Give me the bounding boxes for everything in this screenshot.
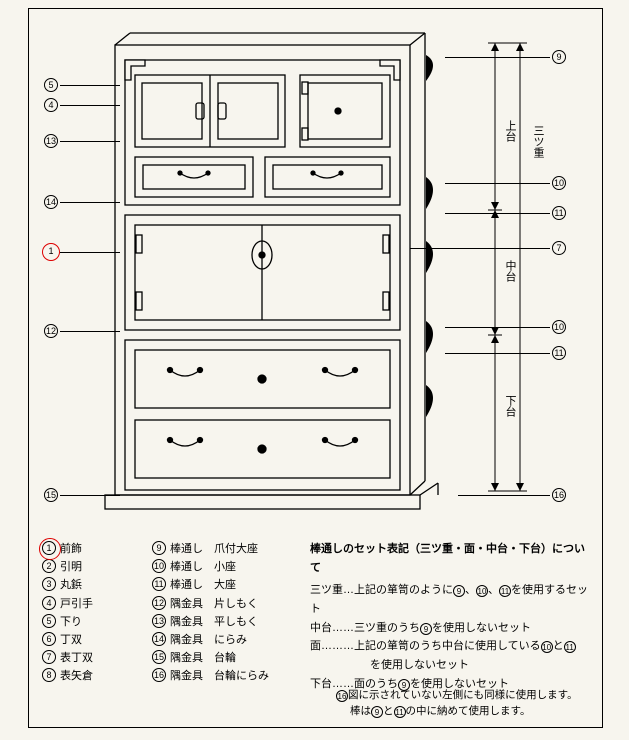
callout-number: 7	[552, 241, 566, 255]
legend-row: 1 前飾	[42, 540, 93, 558]
callout-number: 10	[552, 176, 566, 190]
legend-text: 丁双	[60, 634, 82, 646]
legend-row: 2 引明	[42, 558, 93, 576]
label-shimodai: 下台	[502, 395, 518, 417]
leader-line	[60, 85, 120, 86]
callout-number: 13	[44, 134, 58, 148]
leader-line	[445, 353, 550, 354]
dim-arrow	[491, 335, 499, 343]
legend-row: 15 隅金具 台輪	[152, 649, 269, 667]
legend-row: 3 丸鋲	[42, 576, 93, 594]
callout-number: 12	[44, 324, 58, 338]
callout-number: 16	[552, 488, 566, 502]
leader-line	[445, 327, 550, 328]
legend-text: 隅金具 にらみ	[170, 634, 247, 646]
legend-number: 1	[42, 541, 56, 555]
label-uwadai: 上台	[502, 120, 518, 142]
legend-row: 4 戸引手	[42, 595, 93, 613]
leader-line	[60, 331, 120, 332]
legend-number: 4	[42, 596, 56, 610]
legend-text: 棒通し 小座	[170, 561, 236, 573]
legend-row: 16 隅金具 台輪にらみ	[152, 667, 269, 685]
legend-row: 11 棒通し 大座	[152, 576, 269, 594]
dim-arrow	[491, 210, 499, 218]
legend-text: 引明	[60, 561, 82, 573]
callout-number: 1	[42, 243, 60, 261]
leader-line	[60, 105, 120, 106]
legend-text: 棒通し 大座	[170, 579, 236, 591]
legend-row: 14 隅金具 にらみ	[152, 631, 269, 649]
dim-arrow	[491, 483, 499, 491]
legend-text: 下り	[60, 616, 82, 628]
explain-line: 面………上記の箪笥のうち中台に使用している10と11	[310, 637, 593, 656]
legend-number: 13	[152, 614, 166, 628]
callout-number: 5	[44, 78, 58, 92]
callout-number: 14	[44, 195, 58, 209]
legend-row: 9 棒通し 爪付大座	[152, 540, 269, 558]
legend-row: 5 下り	[42, 613, 93, 631]
legend-number: 3	[42, 577, 56, 591]
legend-row: 7 表丁双	[42, 649, 93, 667]
legend-number: 15	[152, 650, 166, 664]
explain-line: を使用しないセット	[310, 656, 593, 675]
legend-number: 12	[152, 596, 166, 610]
callout-number: 15	[44, 488, 58, 502]
legend-number: 2	[42, 559, 56, 573]
dim-arrow	[491, 202, 499, 210]
dim-arrow	[491, 43, 499, 51]
label-chudai: 中台	[502, 260, 518, 282]
legend-row: 10 棒通し 小座	[152, 558, 269, 576]
legend-number: 5	[42, 614, 56, 628]
legend-text: 戸引手	[60, 598, 93, 610]
legend-number: 7	[42, 650, 56, 664]
label-mitsugasane: 三ツ重	[530, 125, 546, 158]
leader-line	[458, 495, 550, 496]
footnote: 16図に示されていない左側にも同様に使用します。 棒は9と11の中に納めて使用し…	[336, 688, 578, 720]
tansu-svg	[40, 25, 570, 525]
callout-number: 4	[44, 98, 58, 112]
legend-row: 8 表矢倉	[42, 667, 93, 685]
legend-text: 前飾	[60, 543, 82, 555]
legend-text: 表丁双	[60, 652, 93, 664]
legend-text: 隅金具 片しもく	[170, 598, 258, 610]
leader-line	[60, 202, 120, 203]
legend-number: 14	[152, 632, 166, 646]
dim-arrow	[491, 327, 499, 335]
leader-line	[445, 213, 550, 214]
legend-text: 表矢倉	[60, 670, 93, 682]
legend-text: 丸鋲	[60, 579, 82, 591]
leader-line	[445, 57, 550, 58]
legend-number: 11	[152, 577, 166, 591]
explain-line: 中台……三ツ重のうち9を使用しないセット	[310, 619, 593, 638]
dim-arrow	[516, 43, 524, 51]
legend-text: 棒通し 爪付大座	[170, 543, 258, 555]
leader-line	[410, 248, 550, 249]
legend-text: 隅金具 台輪にらみ	[170, 670, 269, 682]
legend-row: 6 丁双	[42, 631, 93, 649]
callout-number: 9	[552, 50, 566, 64]
legend-row: 13 隅金具 平しもく	[152, 613, 269, 631]
explain-line: 三ツ重…上記の箪笥のように9、10、11を使用するセット	[310, 581, 593, 618]
leader-line	[60, 495, 120, 496]
legend-number: 6	[42, 632, 56, 646]
dim-arrow	[516, 483, 524, 491]
callout-number: 10	[552, 320, 566, 334]
callout-number: 11	[552, 206, 566, 220]
legend-number: 10	[152, 559, 166, 573]
callout-number: 11	[552, 346, 566, 360]
legend-text: 隅金具 平しもく	[170, 616, 258, 628]
legend-row: 12 隅金具 片しもく	[152, 595, 269, 613]
explain-title: 棒通しのセット表記（三ツ重・面・中台・下台）について	[310, 540, 593, 577]
legend-number: 16	[152, 668, 166, 682]
leader-line	[60, 141, 120, 142]
tansu-diagram: 三ツ重 上台 中台 下台 5 4 13 14 1 12 15 9 10 11 7 10 11 16	[40, 25, 570, 525]
legend-number: 8	[42, 668, 56, 682]
legend-number: 9	[152, 541, 166, 555]
leader-line	[60, 252, 120, 253]
legend-text: 隅金具 台輪	[170, 652, 236, 664]
leader-line	[445, 183, 550, 184]
explanation-block: 棒通しのセット表記（三ツ重・面・中台・下台）について 三ツ重…上記の箪笥のように…	[310, 540, 593, 694]
